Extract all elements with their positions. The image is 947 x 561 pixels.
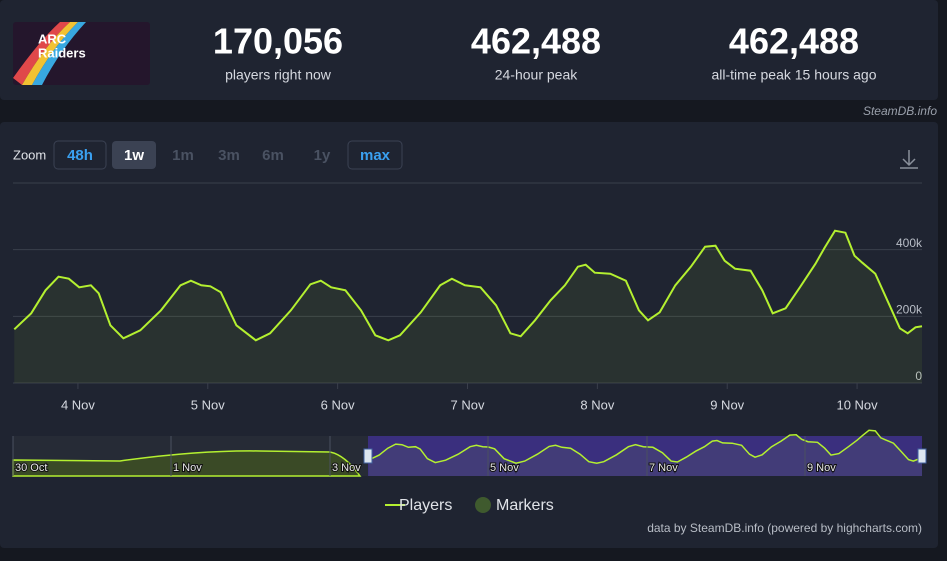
series-area [14, 230, 922, 383]
stat-label: players right now [225, 67, 332, 83]
x-tick-label: 7 Nov [451, 397, 485, 412]
y-tick-label: 400k [896, 236, 923, 250]
stat-value: 170,056 [213, 21, 343, 62]
navigator-history [12, 450, 362, 477]
zoom-button-label: 3m [218, 147, 240, 164]
navigator-label: 30 Oct [15, 462, 47, 474]
navigator-label: 1 Nov [173, 462, 202, 474]
legend-label[interactable]: Players [399, 497, 452, 514]
legend-marker [475, 497, 491, 513]
stat-value: 462,488 [729, 21, 859, 62]
zoom-button-label: 48h [67, 147, 93, 164]
x-tick-label: 10 Nov [836, 397, 878, 412]
navigator-label: 3 Nov [332, 462, 361, 474]
stat-value: 462,488 [471, 21, 601, 62]
navigator-label: 7 Nov [649, 462, 678, 474]
navigator-series: 30 Oct 1 Nov 3 Nov 5 Nov 7 Nov 9 Nov [12, 429, 923, 476]
y-tick-label: 0 [915, 369, 922, 383]
x-tick-label: 6 Nov [321, 397, 355, 412]
x-tick-label: 5 Nov [191, 397, 225, 412]
credits[interactable]: data by SteamDB.info (powered by highcha… [647, 521, 922, 535]
navigator-label: 9 Nov [807, 462, 836, 474]
zoom-button-label: 1m [172, 147, 194, 164]
logo-text: ARC [38, 31, 67, 46]
legend-label[interactable]: Markers [496, 497, 554, 514]
stat-label: all-time peak 15 hours ago [712, 67, 877, 83]
navigator-label: 5 Nov [490, 462, 519, 474]
y-tick-label: 200k [896, 303, 923, 317]
logo-stripe [13, 22, 70, 85]
series-line [368, 429, 923, 464]
logo-text: Raiders [38, 45, 86, 60]
zoom-button-label: max [360, 147, 391, 164]
zoom-button[interactable] [53, 140, 107, 170]
x-tick-label: 8 Nov [580, 397, 614, 412]
zoom-button-label: 1y [314, 147, 331, 164]
series-area [368, 430, 922, 476]
stats-panel [0, 0, 938, 100]
x-tick-label: 9 Nov [710, 397, 744, 412]
zoom-buttons: 48h 1w 1m 3m 6m 1y max [53, 140, 403, 170]
zoom-button[interactable] [112, 141, 156, 169]
download-icon[interactable] [900, 150, 918, 169]
zoom-label: Zoom [13, 147, 46, 162]
zoom-button[interactable] [347, 140, 403, 170]
logo-stripe [22, 22, 78, 85]
x-tick-label: 4 Nov [61, 397, 95, 412]
zoom-button-label: 1w [124, 147, 144, 164]
watermark: SteamDB.info [863, 104, 937, 118]
logo-stripe [32, 22, 86, 85]
navigator-handle[interactable] [363, 448, 373, 464]
navigator-handle[interactable] [917, 448, 927, 464]
series-line [13, 229, 923, 342]
stat-label: 24-hour peak [495, 67, 579, 83]
plot: 0 200k 400k 4 Nov 5 Nov 6 Nov 7 Nov 8 Nov 9 Nov 1… [13, 229, 923, 412]
zoom-button-label: 6m [262, 147, 284, 164]
navigator-selection[interactable] [368, 436, 922, 476]
